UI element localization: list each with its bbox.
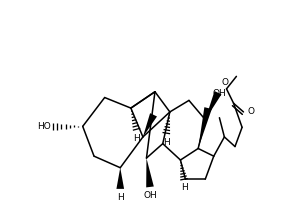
- Text: H: H: [133, 134, 140, 143]
- Text: H: H: [163, 138, 170, 147]
- Text: O: O: [222, 78, 229, 87]
- Text: H: H: [117, 193, 124, 202]
- Text: HO: HO: [37, 122, 51, 131]
- Polygon shape: [205, 91, 221, 120]
- Text: O: O: [248, 107, 255, 116]
- Polygon shape: [116, 168, 124, 189]
- Text: OH: OH: [143, 191, 157, 200]
- Text: H: H: [181, 183, 188, 192]
- Polygon shape: [198, 107, 212, 149]
- Polygon shape: [143, 113, 157, 137]
- Text: OH: OH: [212, 89, 226, 98]
- Polygon shape: [146, 158, 154, 187]
